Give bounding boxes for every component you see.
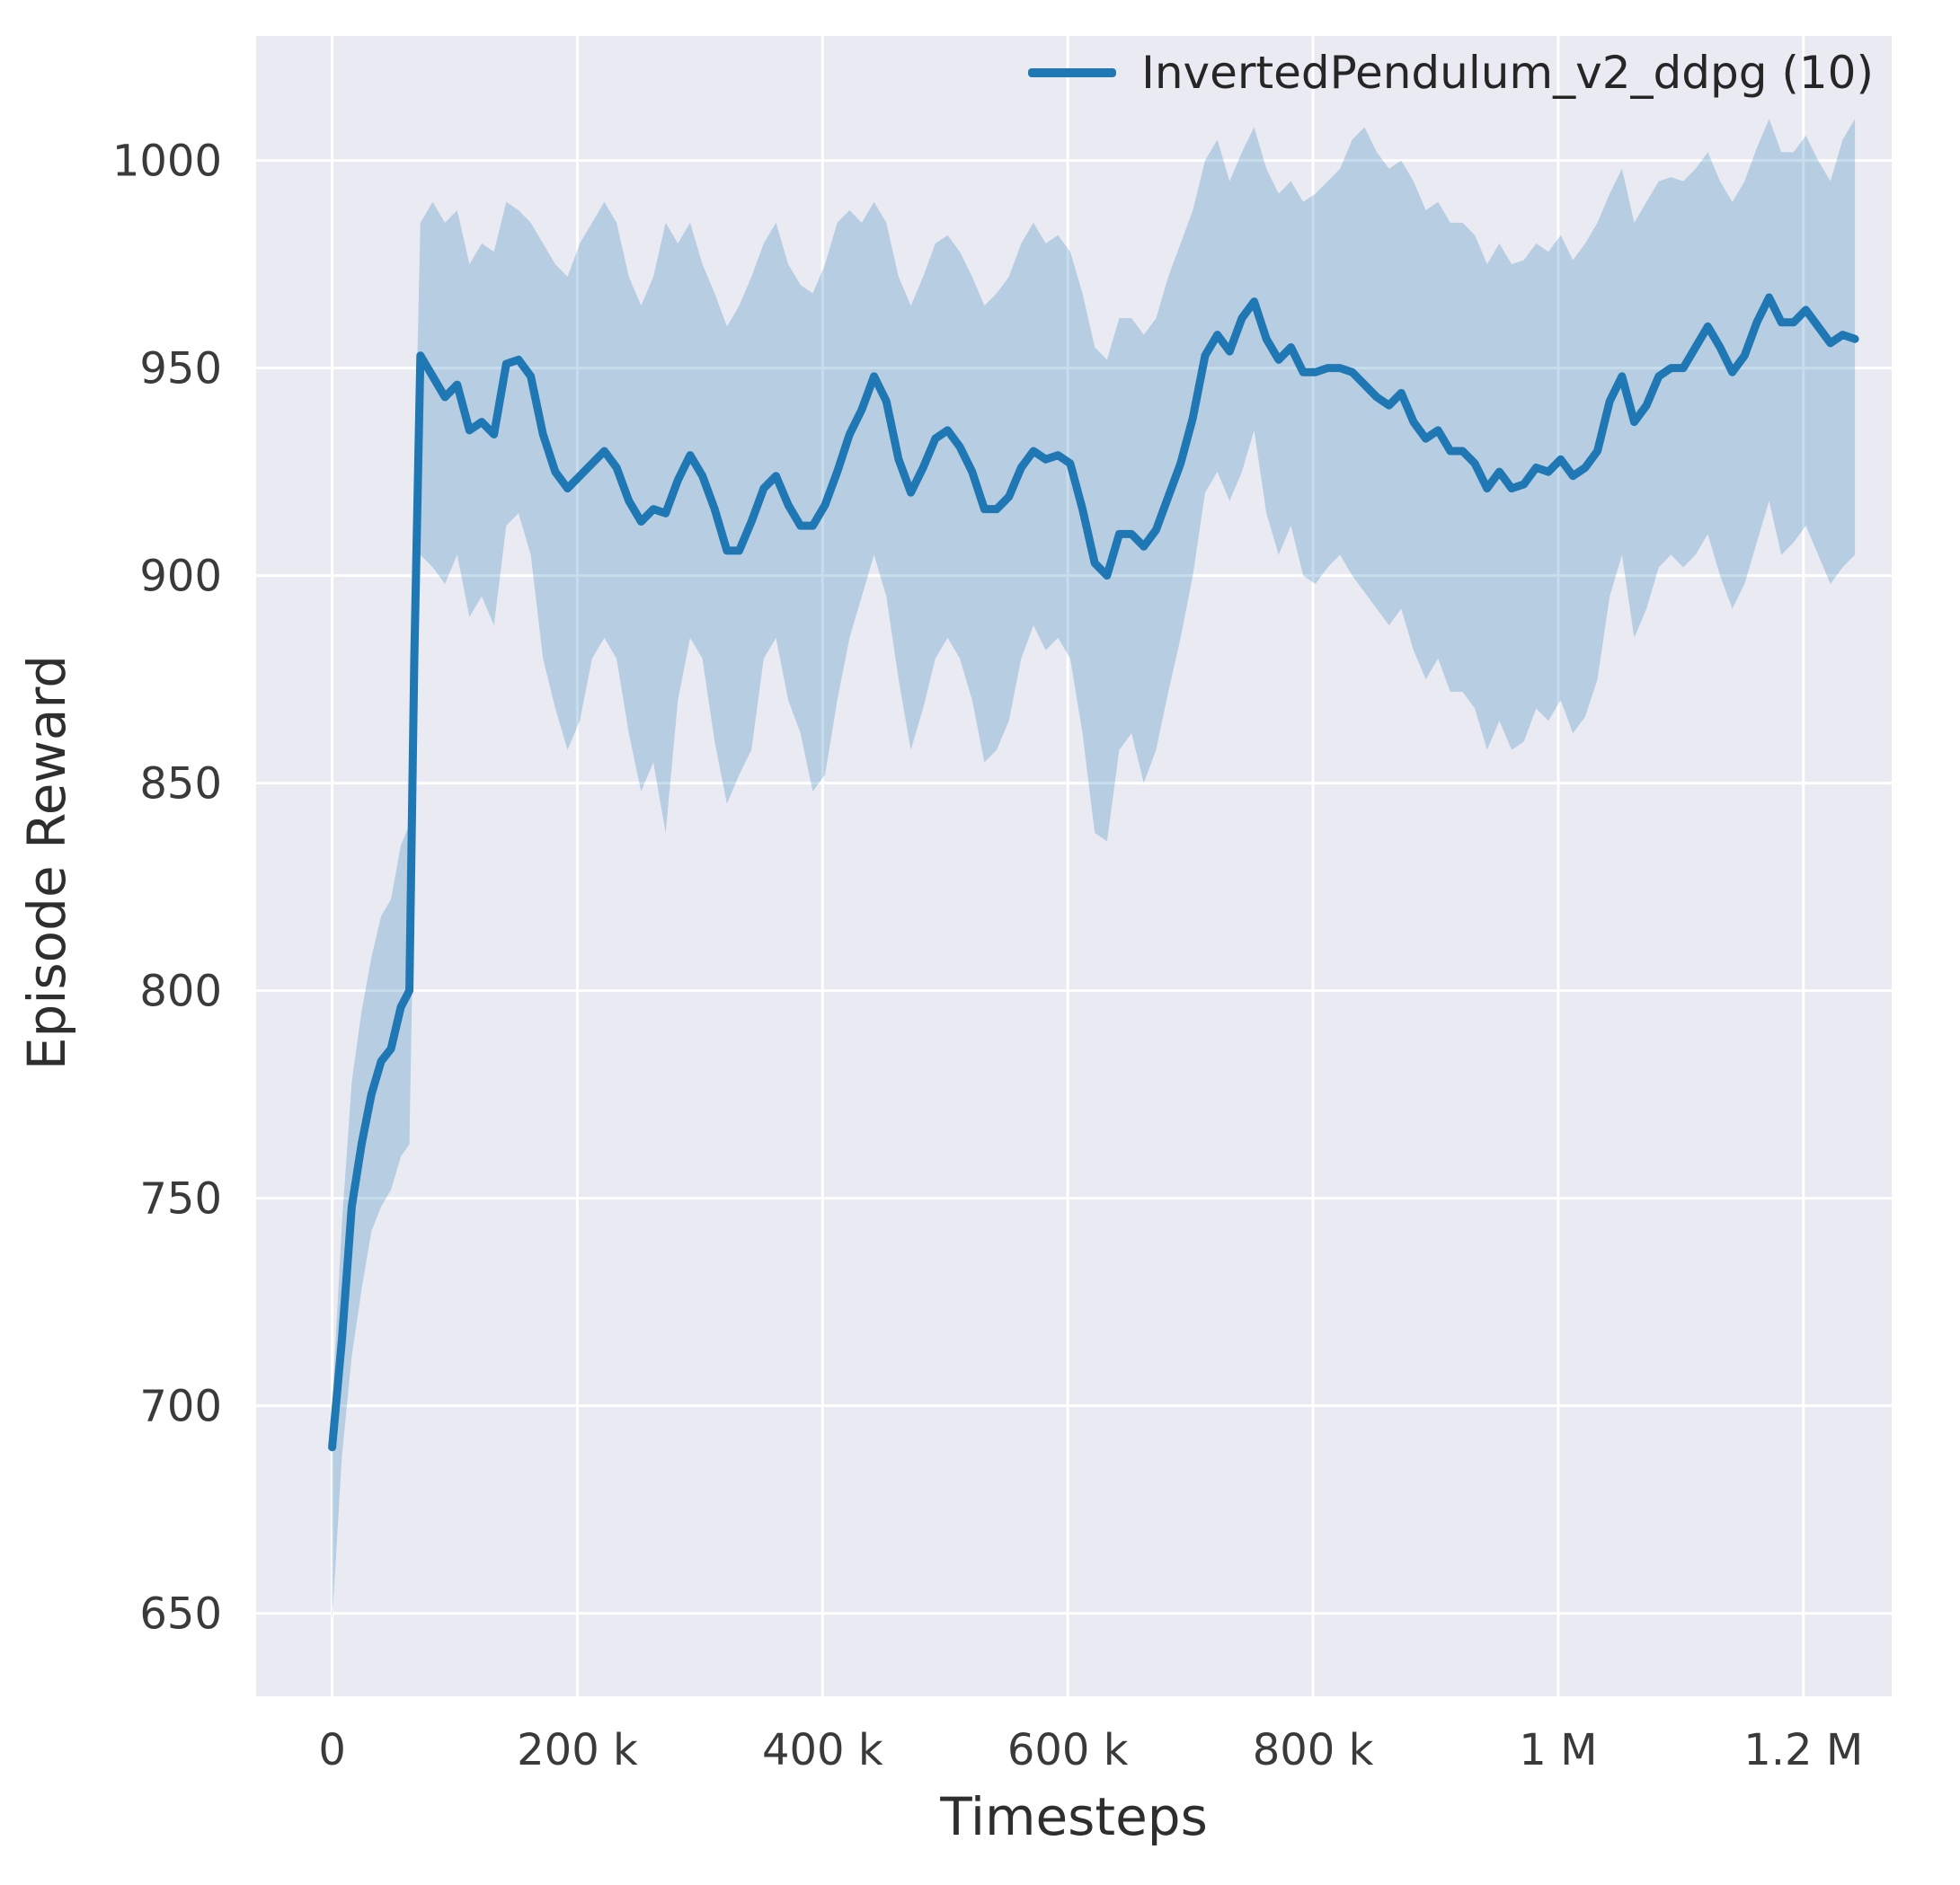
y-tick-label: 800 — [139, 967, 222, 1017]
legend-label: InvertedPendulum_v2_ddpg (10) — [1141, 47, 1874, 99]
legend-line-swatch — [1028, 68, 1117, 77]
y-axis-label: Episode Reward — [16, 654, 77, 1071]
y-tick-label: 750 — [139, 1174, 222, 1225]
y-tick-label: 650 — [139, 1589, 222, 1640]
x-tick-label: 400 k — [762, 1725, 883, 1775]
x-tick-label: 1 M — [1519, 1725, 1597, 1775]
x-tick-label: 800 k — [1253, 1725, 1374, 1775]
y-tick-label: 700 — [139, 1382, 222, 1432]
y-tick-label: 900 — [139, 552, 222, 602]
x-tick-label: 1.2 M — [1743, 1725, 1863, 1775]
x-tick-label: 600 k — [1007, 1725, 1129, 1775]
x-tick-label: 200 k — [517, 1725, 638, 1775]
x-tick-label: 0 — [318, 1725, 346, 1775]
y-tick-label: 950 — [139, 344, 222, 394]
y-tick-label: 1000 — [112, 137, 222, 187]
mean-line — [328, 293, 1859, 1452]
x-axis-label: Timesteps — [940, 1786, 1208, 1847]
legend: InvertedPendulum_v2_ddpg (10) — [1028, 47, 1874, 99]
y-tick-label: 850 — [139, 759, 222, 810]
plot-background — [256, 36, 1892, 1696]
